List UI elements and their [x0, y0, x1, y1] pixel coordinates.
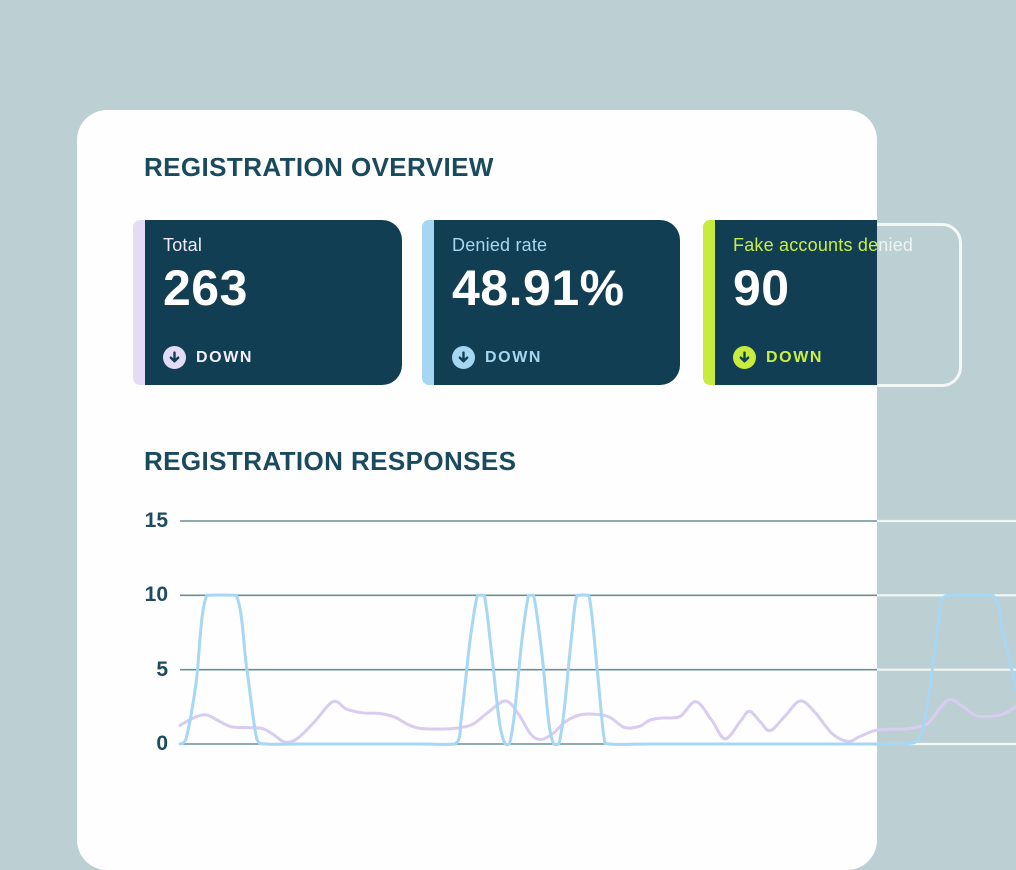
- stat-card-denied-rate: Denied rate 48.91% DOWN: [422, 220, 680, 385]
- responses-section-title: REGISTRATION RESPONSES: [144, 446, 517, 476]
- down-arrow-icon: [163, 346, 186, 369]
- down-arrow-icon: [733, 346, 756, 369]
- card-value: 263: [163, 259, 248, 316]
- card-status-label: DOWN: [766, 348, 824, 366]
- card-status: DOWN: [163, 346, 384, 369]
- card-status-label: DOWN: [196, 348, 254, 366]
- card-label: Denied rate: [452, 235, 548, 255]
- card-label: Fake accounts denied: [733, 235, 914, 255]
- y-axis-tick-10: 10: [144, 583, 168, 606]
- card-status: DOWN: [733, 346, 859, 369]
- overview-section-title: REGISTRATION OVERVIEW: [144, 152, 494, 182]
- card-accent-bar: [133, 220, 145, 385]
- down-arrow-icon: [452, 346, 475, 369]
- stat-card-fake-accounts-denied: Fake accounts denied 90 DOWN: [703, 220, 914, 385]
- y-axis-tick-0: 0: [156, 732, 168, 755]
- card-status-label: DOWN: [485, 348, 543, 366]
- card-value: 48.91%: [452, 259, 625, 316]
- card-body: Total 263 DOWN: [145, 220, 402, 385]
- card-accent-bar: [703, 220, 715, 385]
- card-label: Total: [163, 235, 203, 255]
- card-status: DOWN: [452, 346, 662, 369]
- card-body: Fake accounts denied 90 DOWN: [715, 220, 914, 385]
- stat-card-total: Total 263 DOWN: [133, 220, 402, 385]
- card-accent-bar: [422, 220, 434, 385]
- card-value: 90: [733, 259, 790, 316]
- y-axis-tick-5: 5: [156, 658, 168, 681]
- card-body: Denied rate 48.91% DOWN: [434, 220, 680, 385]
- y-axis-tick-15: 15: [144, 509, 168, 532]
- registration-responses-chart: [178, 519, 1016, 747]
